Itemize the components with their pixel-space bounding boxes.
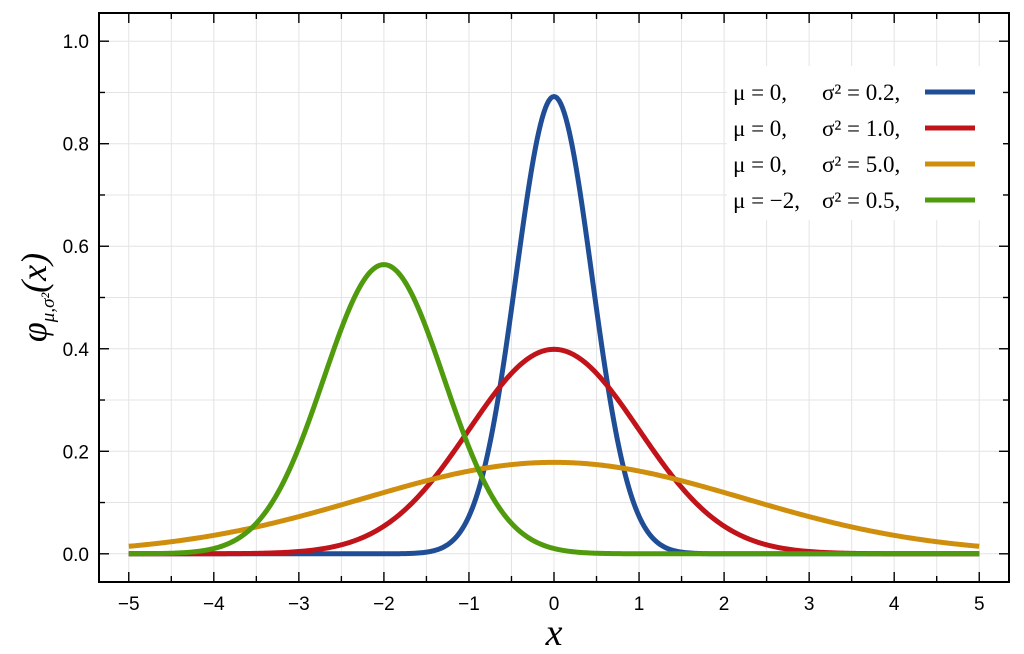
y-tick-label: 1.0 (63, 32, 89, 53)
legend: μ = 0, σ² = 0.2, μ = 0, σ² = 1.0, μ = 0, σ² =… (727, 66, 1003, 220)
axis-ticks (99, 13, 1009, 582)
y-tick-label: 0.2 (63, 442, 89, 463)
y-axis-title-symbol: φ (14, 322, 54, 342)
legend-mu-label: μ = 0, (733, 80, 787, 105)
legend-sigma-label: σ² = 0.5, (822, 188, 900, 213)
legend-sigma-label: σ² = 0.2, (822, 80, 900, 105)
x-tick-label: −4 (203, 594, 225, 615)
y-axis-title-subscript: μ,σ² (38, 293, 59, 324)
legend-mu-label: μ = 0, (733, 116, 787, 141)
x-tick-label: 2 (719, 594, 730, 615)
y-tick-label: 0.0 (63, 545, 89, 566)
y-axis-title-argument: (x) (14, 253, 54, 293)
x-tick-label: 5 (974, 594, 985, 615)
x-tick-label: −2 (373, 594, 395, 615)
x-tick-label: 4 (889, 594, 900, 615)
x-tick-label: 3 (804, 594, 815, 615)
legend-mu-label: μ = −2, (733, 188, 800, 213)
x-tick-label: −5 (118, 594, 140, 615)
series-line-3 (127, 459, 981, 549)
legend-mu-label: μ = 0, (733, 152, 787, 177)
y-tick-label: 0.8 (63, 135, 89, 156)
series-curves (127, 94, 981, 557)
x-tick-label: 1 (634, 594, 645, 615)
legend-sigma-label: σ² = 5.0, (822, 152, 900, 177)
x-tick-label: −1 (458, 594, 480, 615)
y-axis-title: φμ,σ²(x) (14, 253, 59, 342)
legend-sigma-label: σ² = 1.0, (822, 116, 900, 141)
x-tick-label: −3 (288, 594, 310, 615)
y-tick-label: 0.4 (63, 340, 90, 361)
y-tick-label: 0.6 (63, 237, 89, 258)
x-axis-title: x (545, 612, 563, 654)
y-tick-labels: 0.0 0.2 0.4 0.6 0.8 1.0 (63, 32, 90, 566)
x-tick-labels: −5 −4 −3 −2 −1 0 1 2 3 4 5 (118, 594, 985, 615)
x-tick-label: 0 (549, 594, 560, 615)
series-line-4 (127, 262, 981, 557)
